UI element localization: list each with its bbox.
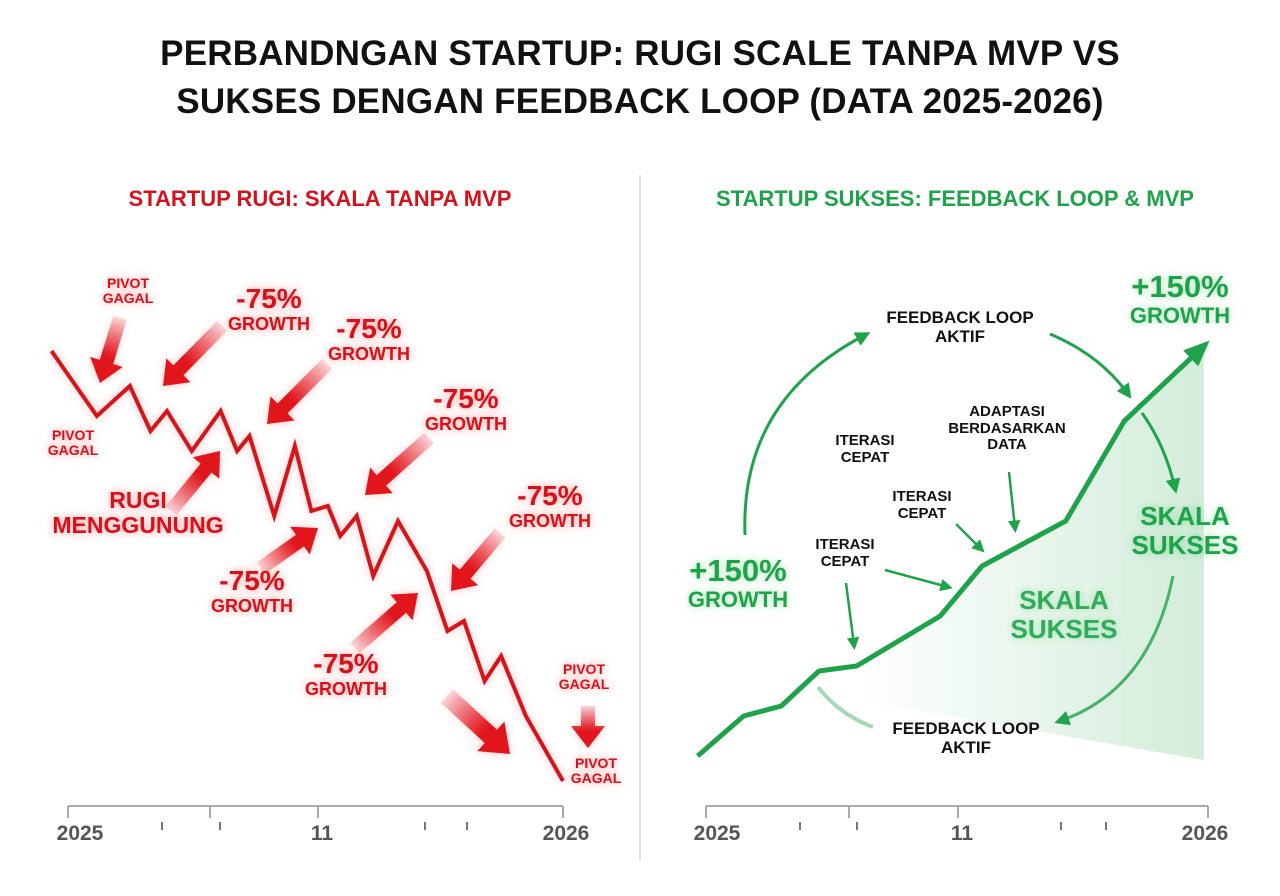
- red-arrow-icon: [256, 526, 318, 574]
- red-arrow-icon: [350, 593, 418, 654]
- adaptasi-label: ADAPTASI BERDASARKAN DATA: [948, 403, 1066, 453]
- growth-label: -75% GROWTH: [425, 383, 507, 434]
- red-arrow-icon: [163, 321, 227, 386]
- series-layer: [49, 340, 1210, 782]
- growth-label: +150% GROWTH: [1129, 269, 1231, 329]
- red-arrow-icon: [267, 359, 332, 424]
- iterasi-label: ITERASI CEPAT: [835, 432, 895, 466]
- success-arrowhead: [1183, 340, 1210, 367]
- left-tick-2025: 2025: [56, 822, 104, 845]
- pivot-gagal-label: PIVOT GAGAL: [47, 427, 99, 459]
- left-tick-2026: 2026: [542, 822, 590, 845]
- red-arrow-icon: [90, 315, 127, 383]
- red-arrow-icon: [571, 706, 605, 748]
- feedback-loop-label: FEEDBACK LOOP AKTIF: [892, 719, 1040, 757]
- success-line: [695, 344, 1206, 758]
- red-arrow-icon: [451, 528, 506, 591]
- right-tick-2025: 2025: [693, 822, 741, 845]
- left-subtitle: STARTUP RUGI: SKALA TANPA MVP: [128, 186, 512, 211]
- pivot-gagal-label: PIVOT GAGAL: [558, 661, 610, 693]
- iterasi-label: ITERASI CEPAT: [815, 536, 875, 570]
- red-arrow-icon: [365, 432, 434, 495]
- green-arrow-icon: [816, 685, 874, 729]
- green-arrow-icon: [1007, 471, 1021, 533]
- right-tick-2026: 2026: [1181, 822, 1229, 845]
- red-arrow-icon: [165, 451, 220, 516]
- green-arrow-icon: [884, 568, 953, 592]
- loss-line: [49, 349, 565, 782]
- right-subtitle: STARTUP SUKSES: FEEDBACK LOOP & MVP: [716, 186, 1194, 211]
- chart-title-line-2: SUKSES DENGAN FEEDBACK LOOP (DATA 2025-2…: [176, 82, 1104, 121]
- growth-label: -75% GROWTH: [509, 480, 591, 531]
- growth-label: -75% GROWTH: [305, 648, 387, 699]
- feedback-loop-label: FEEDBACK LOOP AKTIF: [886, 308, 1034, 346]
- green-arrow-icon: [743, 332, 871, 536]
- red-arrow-icon: [440, 689, 510, 754]
- left-tick-11: 11: [310, 822, 334, 845]
- loss-arrows: [90, 315, 605, 754]
- left-x-axis: [67, 805, 564, 830]
- iterasi-label: ITERASI CEPAT: [892, 488, 952, 522]
- growth-label: +150% GROWTH: [687, 553, 789, 613]
- pivot-gagal-label: PIVOT GAGAL: [102, 275, 154, 307]
- growth-label: -75% GROWTH: [228, 283, 310, 334]
- green-arrow-icon: [1049, 332, 1132, 399]
- rugi-menggunung-label: RUGI MENGGUNUNG: [52, 487, 224, 539]
- success-area-fill: [856, 346, 1204, 760]
- growth-label: -75% GROWTH: [328, 313, 410, 364]
- chart-title-line-1: PERBANDNGAN STARTUP: RUGI SCALE TANPA MV…: [160, 34, 1120, 73]
- right-x-axis: [705, 805, 1209, 830]
- skala-sukses-label: SKALA SUKSES: [1010, 585, 1118, 644]
- skala-sukses-label: SKALA SUKSES: [1131, 501, 1239, 560]
- green-arrow-icon: [844, 582, 860, 650]
- pivot-gagal-label: PIVOT GAGAL: [570, 755, 622, 787]
- green-arrow-icon: [955, 523, 985, 553]
- right-tick-11: 11: [950, 822, 974, 845]
- panel-divider: [639, 175, 641, 860]
- growth-label: -75% GROWTH: [211, 565, 293, 616]
